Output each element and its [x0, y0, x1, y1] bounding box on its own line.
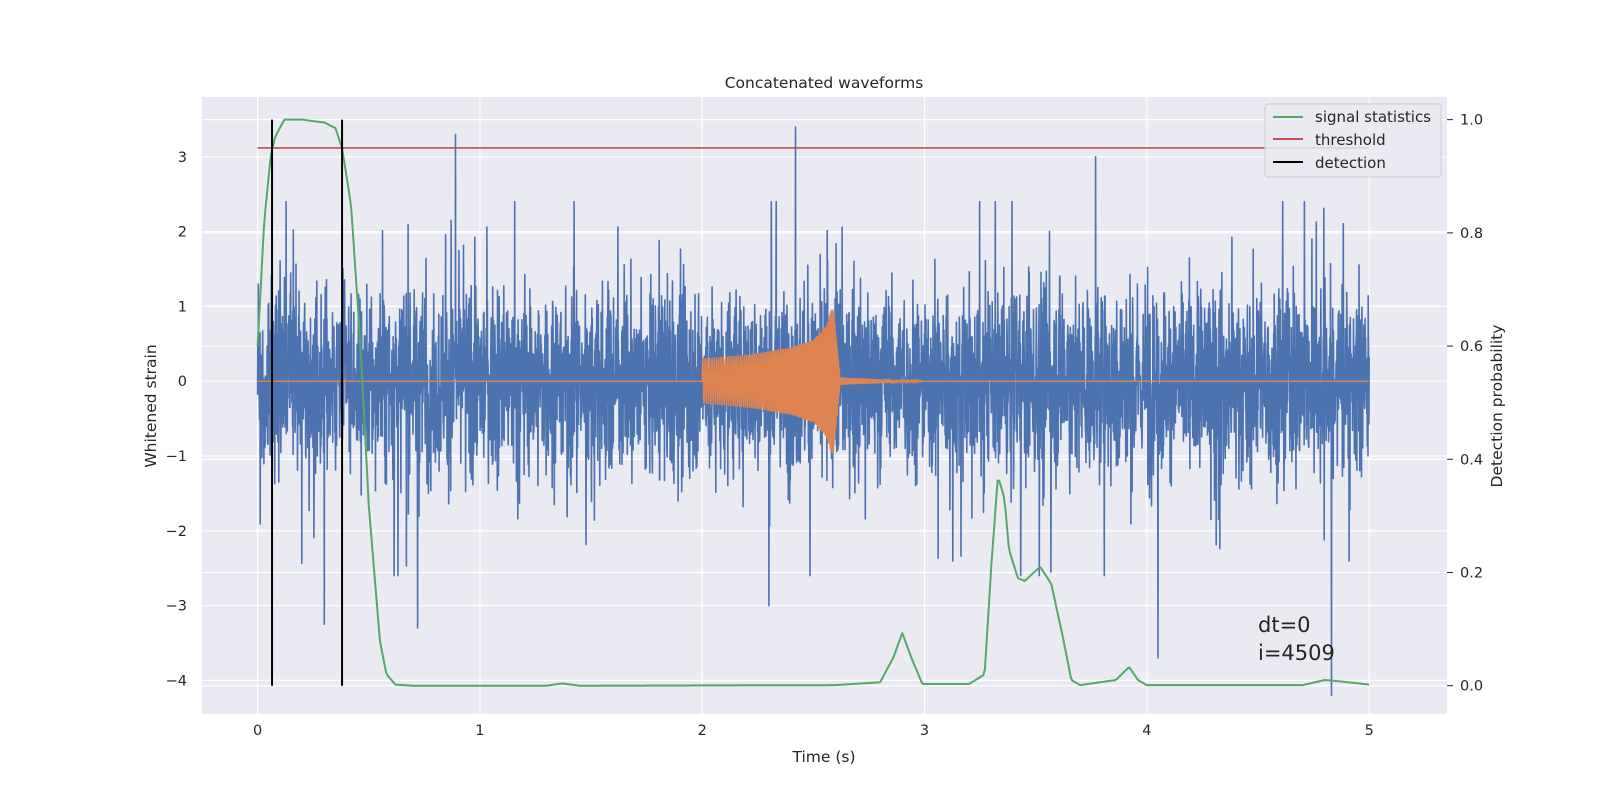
y-tick-label: 1: [178, 299, 187, 315]
y-right-tick-label: 0.4: [1460, 452, 1483, 468]
x-tick-label: 5: [1365, 723, 1374, 739]
y-tick-label: 2: [178, 225, 187, 241]
legend-label-threshold: threshold: [1315, 131, 1386, 149]
y-right-tick-label: 1.0: [1460, 113, 1483, 129]
injected-waveform-line: [257, 309, 1370, 454]
chart-title: Concatenated waveforms: [725, 74, 924, 92]
y-tick-label: 3: [178, 150, 187, 166]
annotation-dt: dt=0: [1258, 613, 1311, 637]
x-tick-label: 2: [698, 723, 707, 739]
axis-layer: 0 1 2 3 4 5 3 2 1 0 −1 −2 −3 −4 1.0 0.8 0.6 0.4 0.2 0.0: [166, 113, 1483, 739]
x-axis-label: Time (s): [791, 748, 855, 766]
annotation-index: i=4509: [1258, 641, 1335, 665]
y-axis-label: Whitened strain: [142, 344, 160, 467]
y-right-tick-label: 0.2: [1460, 565, 1483, 581]
y-tick-label: −3: [166, 599, 187, 615]
y-tick-label: −2: [166, 524, 187, 540]
legend: signal statistics threshold detection: [1264, 103, 1442, 178]
signal-statistics-line: [256, 118, 1370, 687]
legend-label-detection: detection: [1315, 154, 1386, 172]
y-right-tick-label: 0.0: [1460, 679, 1483, 695]
x-tick-label: 0: [253, 723, 262, 739]
y-right-tick-label: 0.8: [1460, 226, 1483, 242]
y-tick-label: 0: [178, 374, 187, 390]
data-layer: [256, 118, 1370, 697]
y-tick-label: −4: [166, 673, 187, 689]
y-right-tick-label: 0.6: [1460, 339, 1483, 355]
y-tick-label: −1: [166, 449, 187, 465]
x-tick-label: 4: [1142, 723, 1151, 739]
legend-box: [1264, 103, 1442, 178]
x-tick-label: 3: [920, 723, 929, 739]
whitened-strain-line: [256, 126, 1370, 697]
x-tick-label: 1: [475, 723, 484, 739]
y-axis-label-right: Detection probability: [1488, 325, 1506, 488]
legend-label-signal-statistics: signal statistics: [1315, 108, 1431, 126]
